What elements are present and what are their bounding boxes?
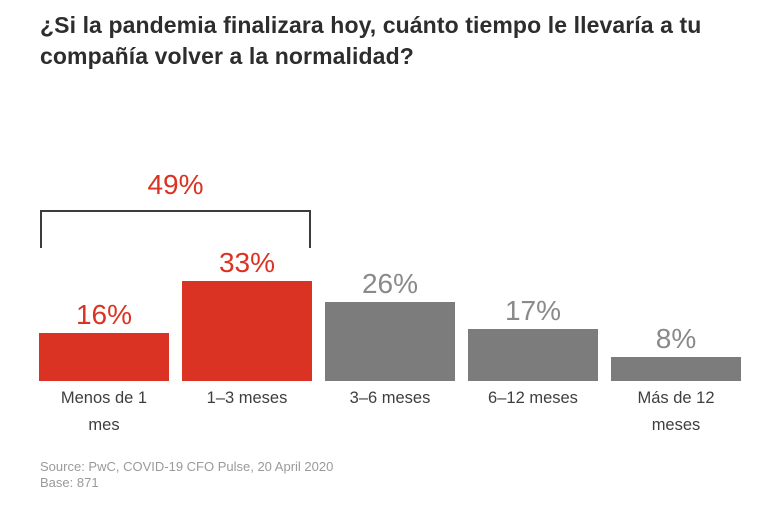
bar-value-label: 16% [75, 299, 133, 330]
bar-column-3: 17% [468, 296, 598, 381]
bar-column-0: 16% [39, 300, 169, 381]
bar-column-1: 33% [182, 248, 312, 381]
chart-title-line2: compañía volver a la normalidad? [40, 43, 414, 69]
bar [39, 333, 169, 381]
chart-title-line1: ¿Si la pandemia finalizara hoy, cuánto t… [40, 12, 702, 38]
base-line: Base: 871 [40, 474, 99, 490]
bar [182, 281, 312, 381]
bar-value-label: 33% [218, 247, 276, 278]
bar [468, 329, 598, 381]
bar [611, 357, 741, 381]
category-label: Menos de 1 mes [60, 389, 148, 434]
category-label: 3–6 meses [349, 389, 431, 407]
chart-title: ¿Si la pandemia finalizara hoy, cuánto t… [40, 10, 745, 72]
category-label: 6–12 meses [488, 389, 578, 407]
bar-column-4: 8% [611, 324, 741, 381]
source-block: Source: PwC, COVID-19 CFO Pulse, 20 Apri… [40, 459, 333, 490]
category-label: Más de 12 meses [637, 389, 715, 434]
bar-column-2: 26% [325, 269, 455, 381]
source-line: Source: PwC, COVID-19 CFO Pulse, 20 Apri… [40, 459, 334, 474]
category-label: 1–3 meses [206, 389, 288, 407]
bracket-value-label: 49% [147, 169, 204, 200]
bar-value-label: 26% [361, 268, 419, 299]
bar-value-label: 8% [655, 323, 697, 354]
bar [325, 302, 455, 381]
sum-bracket [40, 210, 311, 248]
bar-value-label: 17% [504, 295, 562, 326]
